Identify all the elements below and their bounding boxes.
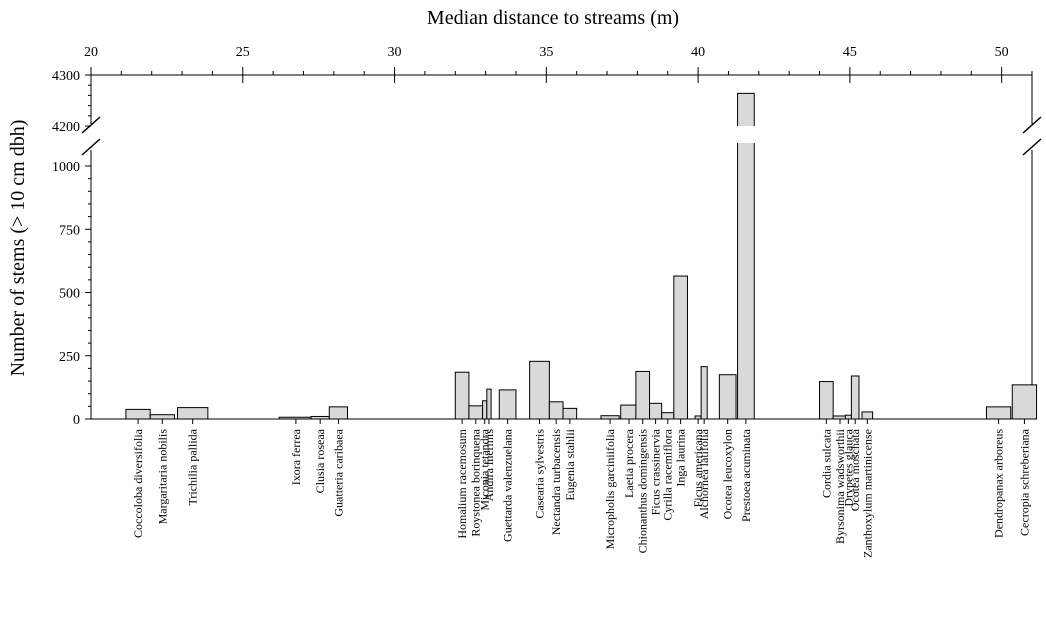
bar-miconia-tetandra: [482, 400, 488, 420]
species-label-guettarda-valenzuelana: Guettarda valenzuelana: [501, 428, 515, 542]
y-tick-label-lower-3: 750: [59, 223, 80, 238]
bar-byrsonima-wadsworthii: [832, 415, 848, 420]
x-axis: 20 25 30 35 40 45 50: [84, 45, 1033, 83]
species-label-margaritaria-nobilis: Margaritaria nobilis: [155, 429, 169, 525]
species-label-homalium-racemosum: Homalium racemosum: [455, 428, 469, 538]
species-label-ixora-ferrea: Ixora ferrea: [289, 428, 303, 485]
bar-ixora-ferrea: [278, 416, 314, 420]
x-tick-label-0: 20: [84, 45, 98, 60]
left-break-mark-2: [81, 138, 101, 156]
x-tick-label-6: 50: [995, 45, 1009, 60]
x-tick-label-3: 35: [539, 45, 553, 60]
right-break-mark-1: [1022, 116, 1042, 134]
bar-roystonea-borinquena: [468, 405, 484, 420]
bar-guatteria-caribaea: [328, 406, 348, 420]
y-tick-label-lower-0: 0: [73, 413, 80, 428]
species-label-coccoloba-diversifolia: Coccoloba diversifolia: [131, 428, 145, 538]
y-tick-label-upper-1: 4300: [52, 69, 80, 84]
bar-chionanthus-domingensis: [635, 370, 651, 420]
bar-drypetes-glauca: [844, 414, 852, 420]
bar-margaritaria-nobilis: [149, 414, 175, 420]
species-label-dendropanax-arboreus: Dendropanax arboreus: [992, 429, 1006, 538]
species-label-cyrilla-racemiflora: Cyrilla racemiflora: [661, 428, 675, 520]
species-label-casearia-sylvestris: Casearia sylvestris: [532, 429, 546, 519]
bar-break-gap: [735, 126, 757, 143]
x-tick-label-2: 30: [388, 45, 402, 60]
species-label-cordia-sulcata: Cordia sulcata: [819, 428, 833, 498]
species-label-alchornea-latifolia: Alchornea latifolia: [697, 428, 711, 519]
species-label-guatteria-caribaea: Guatteria caribaea: [331, 428, 345, 516]
bars-group: [125, 92, 1038, 420]
species-label-andira-inermis: Andira inermis: [482, 429, 496, 502]
bar-micropholis-garciniifolia: [600, 415, 620, 420]
species-label-inga-laurina: Inga laurina: [674, 428, 688, 486]
y-axis-title: Number of stems (> 10 cm dbh): [7, 120, 29, 377]
bar-guettarda-valenzuelana: [498, 389, 517, 420]
bar-clusia-roseaa: [310, 415, 330, 420]
left-break-mark-1: [81, 116, 101, 134]
species-label-chionanthus-domingensis: Chionanthus domingensis: [636, 429, 650, 554]
x-tick-label-4: 40: [691, 45, 705, 60]
species-label-byrsonima-wadsworthii: Byrsonima wadsworthii: [833, 428, 847, 544]
species-label-micropholis-garciniifolia: Micropholis garciniifolia: [603, 428, 617, 549]
species-label-ocotea-moschata: Ocotea moschata: [848, 428, 862, 511]
bar-eugenia-stahlii: [562, 407, 578, 420]
x-tick-label-5: 45: [843, 45, 857, 60]
species-label-ficus-americana: Ficus americana: [691, 428, 705, 507]
species-label-laetia-procera: Laetia procera: [622, 428, 636, 498]
bar-cordia-sulcata: [819, 381, 834, 420]
y-tick-label-upper-0: 4200: [52, 120, 80, 135]
species-label-prestoea-acuminata: Prestoea acuminata: [739, 428, 753, 522]
bar-zanthoxylum-martinicense: [861, 411, 874, 420]
species-label-trichilia-pallida: Trichilia pallida: [186, 428, 200, 505]
x-tick-label-1: 25: [236, 45, 250, 60]
species-label-eugenia-stahlii: Eugenia stahlii: [563, 428, 577, 500]
y-tick-label-lower-2: 500: [59, 287, 80, 302]
y-tick-label-lower-1: 250: [59, 350, 80, 365]
bar-cecropia-schreberiana: [1011, 384, 1038, 420]
bar-homalium-racemosum: [454, 371, 470, 420]
bar-ocotea-leucoxylon: [718, 374, 737, 420]
species-label-miconia-tetandra: Miconia tetandra: [478, 428, 492, 510]
species-labels: Coccoloba diversifolia Margaritaria nobil…: [131, 419, 1031, 558]
bar-nectandra-turbacensis: [548, 401, 564, 420]
bar-coccoloba-diversifolia: [125, 408, 151, 420]
y-tick-label-lower-4: 1000: [52, 160, 80, 175]
species-label-zanthoxylum-martinicense: Zanthoxylum martinicense: [860, 429, 874, 558]
y-axis: 0 250 500 750 1000 4200 4300: [52, 69, 91, 428]
species-label-cecropia-schreberiana: Cecropia schreberiana: [1017, 428, 1031, 536]
bar-ocotea-moschata: [850, 375, 860, 420]
bar-alchornea-latifolia: [700, 366, 708, 420]
bar-trichilia-pallida: [177, 407, 209, 420]
bar-andira-inermis: [486, 388, 492, 420]
species-label-drypetes-glauca: Drypetes glauca: [841, 428, 855, 506]
species-label-clusia-roseaa: Clusia roseaa: [313, 428, 327, 493]
bar-dendropanax-arboreus: [985, 406, 1012, 420]
bar-laetia-procera: [620, 404, 638, 420]
species-label-ocotea-leucoxylon: Ocotea leucoxylon: [721, 429, 735, 519]
species-label-ficus-crassinervia: Ficus crassinervia: [649, 428, 663, 515]
x-axis-title: Median distance to streams (m): [427, 7, 679, 29]
plot-frame: [81, 74, 1042, 420]
bar-ficus-crassinervia: [649, 402, 663, 420]
bar-inga-laurina: [673, 275, 688, 420]
bar-cyrilla-racemiflora: [661, 412, 675, 420]
species-label-roystonea-borinquena: Roystonea borinquena: [469, 428, 483, 536]
bar-ficus-americana: [694, 415, 702, 420]
right-break-mark-2: [1022, 138, 1042, 156]
species-label-nectandra-turbacensis: Nectandra turbacensis: [549, 429, 563, 536]
bar-casearia-sylvestris: [529, 360, 550, 420]
